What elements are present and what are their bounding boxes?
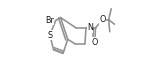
Text: O: O	[92, 38, 98, 47]
Text: S: S	[47, 31, 52, 40]
Text: Br: Br	[45, 16, 54, 25]
Text: N: N	[87, 23, 93, 32]
Text: O: O	[100, 15, 106, 24]
